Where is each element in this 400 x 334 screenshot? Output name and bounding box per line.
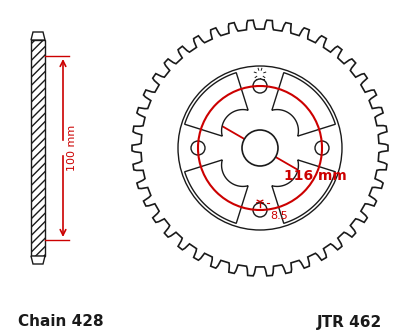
Polygon shape: [272, 160, 335, 223]
Circle shape: [315, 141, 329, 155]
Text: 116 mm: 116 mm: [284, 169, 347, 183]
Polygon shape: [31, 32, 45, 40]
Text: JTR 462: JTR 462: [317, 315, 382, 330]
Circle shape: [191, 141, 205, 155]
Polygon shape: [132, 20, 388, 276]
Polygon shape: [185, 160, 248, 223]
Circle shape: [253, 203, 267, 217]
Polygon shape: [31, 40, 45, 256]
Circle shape: [242, 130, 278, 166]
Circle shape: [253, 79, 267, 93]
Polygon shape: [185, 73, 248, 136]
Polygon shape: [272, 73, 335, 136]
Text: Chain 428: Chain 428: [18, 315, 104, 330]
Polygon shape: [31, 256, 45, 264]
Text: 8.5: 8.5: [270, 211, 288, 221]
Text: 100 mm: 100 mm: [67, 125, 77, 171]
